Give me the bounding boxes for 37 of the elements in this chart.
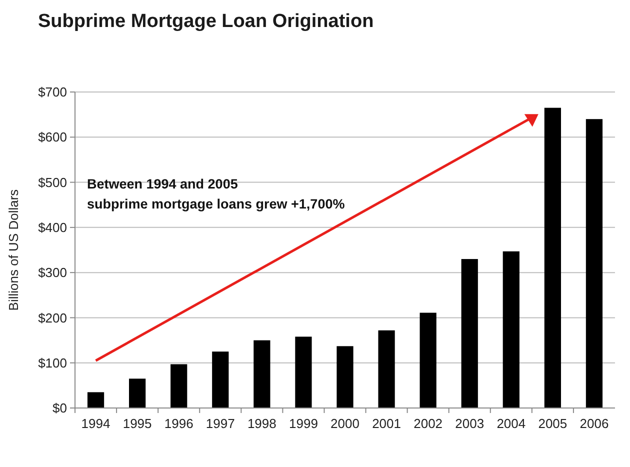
y-tick-label: $700 (38, 84, 67, 100)
bar (254, 340, 270, 408)
y-axis-title: Billions of US Dollars (6, 188, 21, 311)
bar (378, 330, 395, 408)
x-tick-label: 2005 (538, 416, 568, 431)
x-tick-label: 1995 (122, 416, 152, 431)
bar (87, 392, 104, 408)
y-tick-label: $200 (38, 310, 67, 326)
y-tick-label: $400 (38, 220, 67, 235)
x-tick-label: 2004 (496, 416, 526, 431)
bar (420, 312, 436, 408)
y-tick-label: $300 (38, 265, 67, 280)
y-tick-label: $500 (38, 174, 67, 190)
x-tick-label: 1998 (247, 416, 276, 431)
bar (544, 108, 561, 408)
y-tick-label: $600 (38, 130, 67, 145)
x-tick-label: 2006 (580, 416, 609, 431)
bar (129, 378, 146, 408)
annotation: Between 1994 and 2005 subprime mortgage loans grew +1,700% (87, 176, 345, 212)
x-tick-label: 1997 (206, 416, 235, 431)
bar (212, 352, 229, 408)
x-tick-label: 2001 (372, 416, 401, 431)
y-tick-label: $0 (52, 400, 67, 416)
bar (336, 346, 354, 408)
bar (295, 336, 312, 408)
x-tick-label: 2002 (414, 416, 443, 431)
x-tick-label: 1999 (289, 416, 318, 431)
bar (461, 259, 478, 408)
x-tick-label: 2003 (455, 416, 484, 431)
bar (586, 119, 603, 408)
chart-title: Subprime Mortgage Loan Origination (38, 11, 374, 32)
x-tick-label: 1996 (164, 416, 194, 431)
bar (170, 364, 188, 408)
x-tick-label: 2000 (330, 416, 360, 431)
y-tick-label: $100 (38, 355, 67, 370)
bar (502, 251, 520, 408)
x-tick-label: 1994 (81, 416, 110, 431)
